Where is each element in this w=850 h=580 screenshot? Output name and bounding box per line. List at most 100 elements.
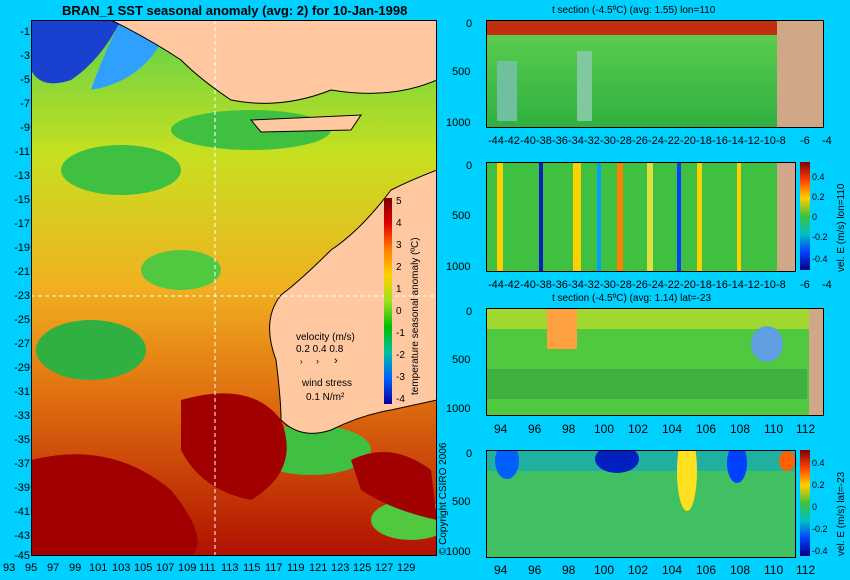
lon-label: 113 <box>221 562 239 574</box>
panel4-xaxis: 94 96 98 100 102 104 106 108 110 112 <box>490 563 830 577</box>
panel1-xtick: -42 <box>504 135 520 147</box>
velocity-arrows-icon: › › › <box>296 356 356 366</box>
panel2-ytick: 500 <box>452 210 471 222</box>
panel1-title: t section (-4.5ºC) (avg: 1.55) lon=110 <box>552 5 716 16</box>
panel1-xtick: -6 <box>800 135 810 147</box>
map-title: BRAN_1 SST seasonal anomaly (avg: 2) for… <box>62 3 408 18</box>
panel2-xtick: -40 <box>520 279 536 291</box>
panel3-xtick: 100 <box>594 422 615 436</box>
panel1-xtick: -20 <box>680 135 696 147</box>
panel2-cbtick: 0 <box>812 212 818 222</box>
panel4-cbtick: -0.2 <box>812 524 828 534</box>
panel1-xtick: -4 <box>822 135 832 147</box>
panel1-xtick: -14 <box>728 135 744 147</box>
panel4-colorbar <box>800 450 810 556</box>
panel1-land <box>777 21 823 127</box>
panel2-ytick: 0 <box>466 160 473 172</box>
panel4-cbtick: 0 <box>812 502 818 512</box>
sst-map <box>31 20 437 556</box>
panel3-xtick: 94 <box>494 422 508 436</box>
panel1-xtick: -32 <box>584 135 600 147</box>
wind-stress-value: 0.1 N/m² <box>306 392 345 403</box>
colorbar-tick: 2 <box>396 262 402 273</box>
colorbar-tick: 0 <box>396 306 402 317</box>
panel3-land <box>809 309 823 415</box>
panel2-xtick: -36 <box>552 279 568 291</box>
lon-label: 97 <box>47 562 60 574</box>
panel3-xtick: 102 <box>628 422 649 436</box>
colorbar-tick: 3 <box>396 240 402 251</box>
panel3-xtick: 96 <box>528 422 542 436</box>
panel1-ytick: 1000 <box>446 117 471 129</box>
panel1-ytick: 500 <box>452 66 471 78</box>
panel1-xaxis: -44 -42 -40 -38 -36 -34 -32 -30 -28 -26 … <box>488 135 832 149</box>
lat-label: -23 <box>14 290 30 302</box>
svg-text:›: › <box>316 356 319 366</box>
panel1-xtick: -16 <box>712 135 728 147</box>
lat-label: -27 <box>14 338 30 350</box>
panel4-ytick: 1000 <box>446 546 471 558</box>
lon-label: 101 <box>89 562 108 574</box>
panel3-xtick: 108 <box>730 422 751 436</box>
panel2-ytick: 1000 <box>446 261 471 273</box>
lat-label: -25 <box>14 314 30 326</box>
panel2-xtick: -28 <box>616 279 632 291</box>
lat-label: -19 <box>14 242 30 254</box>
map-colorbar <box>384 198 392 404</box>
panel2-cbtick: -0.4 <box>812 254 828 264</box>
panel1-xtick: -12 <box>744 135 760 147</box>
panel4-colorbar-ticks: 0.4 0.2 0 -0.2 -0.4 <box>812 450 840 560</box>
panel1-xtick: -8 <box>776 135 786 147</box>
lat-label: -41 <box>14 506 30 518</box>
lat-label: -3 <box>20 50 30 62</box>
panel4-cbtick: 0.2 <box>812 480 825 490</box>
panel3-ytick: 500 <box>452 354 471 366</box>
velocity-legend-scale: 0.2 0.4 0.8 <box>296 344 344 355</box>
panel1-xtick: -44 <box>488 135 504 147</box>
panel4-xtick: 102 <box>628 563 649 577</box>
panel2-colorbar <box>800 162 810 270</box>
panel2-xtick: -8 <box>776 279 786 291</box>
copyright: © Copyright CSIRO 2006 <box>438 442 449 555</box>
panel3-xtick: 112 <box>796 422 816 436</box>
panel4-ytick: 0 <box>466 448 473 460</box>
panel2-xtick: -10 <box>760 279 776 291</box>
velocity-legend-title: velocity (m/s) <box>296 332 355 343</box>
lon-axis: 93 95 97 99 101 103 105 107 109 111 113 … <box>0 562 440 578</box>
lat-label: -31 <box>14 386 30 398</box>
panel4-cbtick: 0.4 <box>812 458 825 468</box>
panel4-cbtick: -0.4 <box>812 546 828 556</box>
panel3-xtick: 106 <box>696 422 717 436</box>
panel1-xtick: -40 <box>520 135 536 147</box>
wind-stress-title: wind stress <box>302 378 353 389</box>
panel2-xtick: -42 <box>504 279 520 291</box>
panel4-xtick: 110 <box>764 563 784 577</box>
colorbar-tick: -2 <box>396 350 405 361</box>
lon-label: 129 <box>397 562 416 574</box>
panel4-xtick: 94 <box>494 563 508 577</box>
panel2-xtick: -24 <box>648 279 664 291</box>
panel1-xtick: -26 <box>632 135 648 147</box>
panel1-xtick: -36 <box>552 135 568 147</box>
land-australia <box>269 169 437 434</box>
panel4-xtick: 104 <box>662 563 683 577</box>
lat-label: -15 <box>14 194 30 206</box>
panel2-colorbar-label: vel. E (m/s) lon=110 <box>836 183 847 272</box>
panel2-xtick: -34 <box>568 279 584 291</box>
panel2-cbtick: 0.4 <box>812 172 825 182</box>
colorbar-tick: -3 <box>396 372 405 383</box>
lat-label: -43 <box>14 530 30 542</box>
lon-label: 111 <box>199 562 216 574</box>
panel1-ytick: 0 <box>466 18 473 30</box>
panel2-cbtick: -0.2 <box>812 232 828 242</box>
lon-label: 123 <box>331 562 350 574</box>
panel1-xtick: -34 <box>568 135 584 147</box>
panel4-xtick: 100 <box>594 563 615 577</box>
panel2-plot <box>486 162 796 272</box>
panel2-xtick: -44 <box>488 279 504 291</box>
land-indonesia <box>110 20 437 104</box>
panel2-xtick: -26 <box>632 279 648 291</box>
panel2-colorbar-ticks: 0.4 0.2 0 -0.2 -0.4 <box>812 162 840 272</box>
lat-label: -21 <box>14 266 30 278</box>
panel4-xtick: 98 <box>562 563 576 577</box>
